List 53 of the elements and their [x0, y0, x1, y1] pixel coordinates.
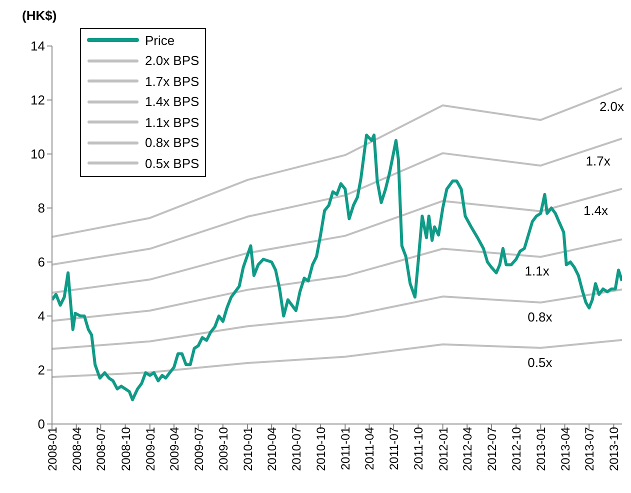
- x-tick-label: 2012-10: [510, 426, 524, 472]
- legend-label: Price: [145, 32, 175, 48]
- x-tick-label: 2010-10: [314, 426, 328, 472]
- x-tick-label: 2009-10: [216, 426, 230, 472]
- line-series: [52, 134, 622, 402]
- x-tick-label: 2008-04: [70, 426, 84, 472]
- legend-label: 0.5x BPS: [145, 156, 200, 171]
- x-tick-label: 2009-01: [143, 426, 158, 472]
- annotation: 1.7x: [586, 154, 611, 169]
- legend-label: 1.7x BPS: [145, 74, 200, 89]
- x-tick-label: 2012-01: [436, 426, 450, 472]
- x-tick-label: 2013-10: [607, 426, 622, 472]
- y-tick-label: 8: [38, 200, 45, 216]
- x-tick-label: 2009-04: [167, 426, 182, 472]
- x-tick-label: 2011-04: [362, 426, 377, 470]
- line-series: [52, 188, 622, 294]
- x-tick-label: 2011-07: [387, 426, 402, 470]
- annotation: 2.0x: [599, 99, 625, 114]
- y-tick-label: 10: [30, 146, 45, 162]
- x-tick-label: 2008-01: [46, 426, 60, 472]
- line-series: [52, 138, 622, 266]
- annotation: 0.8x: [528, 309, 553, 324]
- line-series: [52, 87, 622, 238]
- x-tick-label: 2011-10: [412, 426, 426, 470]
- x-tick-label: 2013-04: [558, 426, 572, 472]
- line-series: [52, 339, 622, 378]
- x-tick-label: 2012-04: [460, 426, 475, 472]
- y-tick-label: 2: [38, 362, 45, 378]
- x-tick-label: 2011-01: [338, 426, 353, 470]
- legend-label: 2.0x BPS: [145, 53, 200, 68]
- y-tick-label: 0: [38, 416, 45, 432]
- x-tick-label: 2013-07: [582, 426, 597, 472]
- y-tick-label: 12: [30, 92, 45, 108]
- annotation: 1.1x: [524, 264, 550, 279]
- annotation: 0.5x: [528, 354, 553, 370]
- x-tick-label: 2012-07: [484, 426, 499, 472]
- line-series: [52, 288, 622, 350]
- x-tick-label: 2010-07: [289, 426, 304, 472]
- x-tick-label: 2009-07: [192, 426, 206, 472]
- legend-label: 1.4x BPS: [145, 94, 200, 110]
- line-series: [52, 238, 622, 322]
- x-tick-label: 2013-01: [534, 426, 548, 472]
- y-tick-label: 4: [38, 308, 45, 324]
- legend-label: 1.1x BPS: [145, 114, 200, 130]
- annotation: 1.4x: [583, 203, 609, 218]
- x-tick-label: 2010-01: [241, 426, 256, 472]
- y-tick-label: 14: [30, 38, 45, 54]
- x-tick-label: 2008-07: [94, 426, 108, 472]
- legend-label: 0.8x BPS: [145, 135, 200, 150]
- x-tick-label: 2010-04: [265, 426, 280, 472]
- y-tick-label: 6: [38, 254, 45, 270]
- x-tick-label: 2008-10: [118, 426, 133, 472]
- y-axis-title: (HK$): [22, 8, 57, 23]
